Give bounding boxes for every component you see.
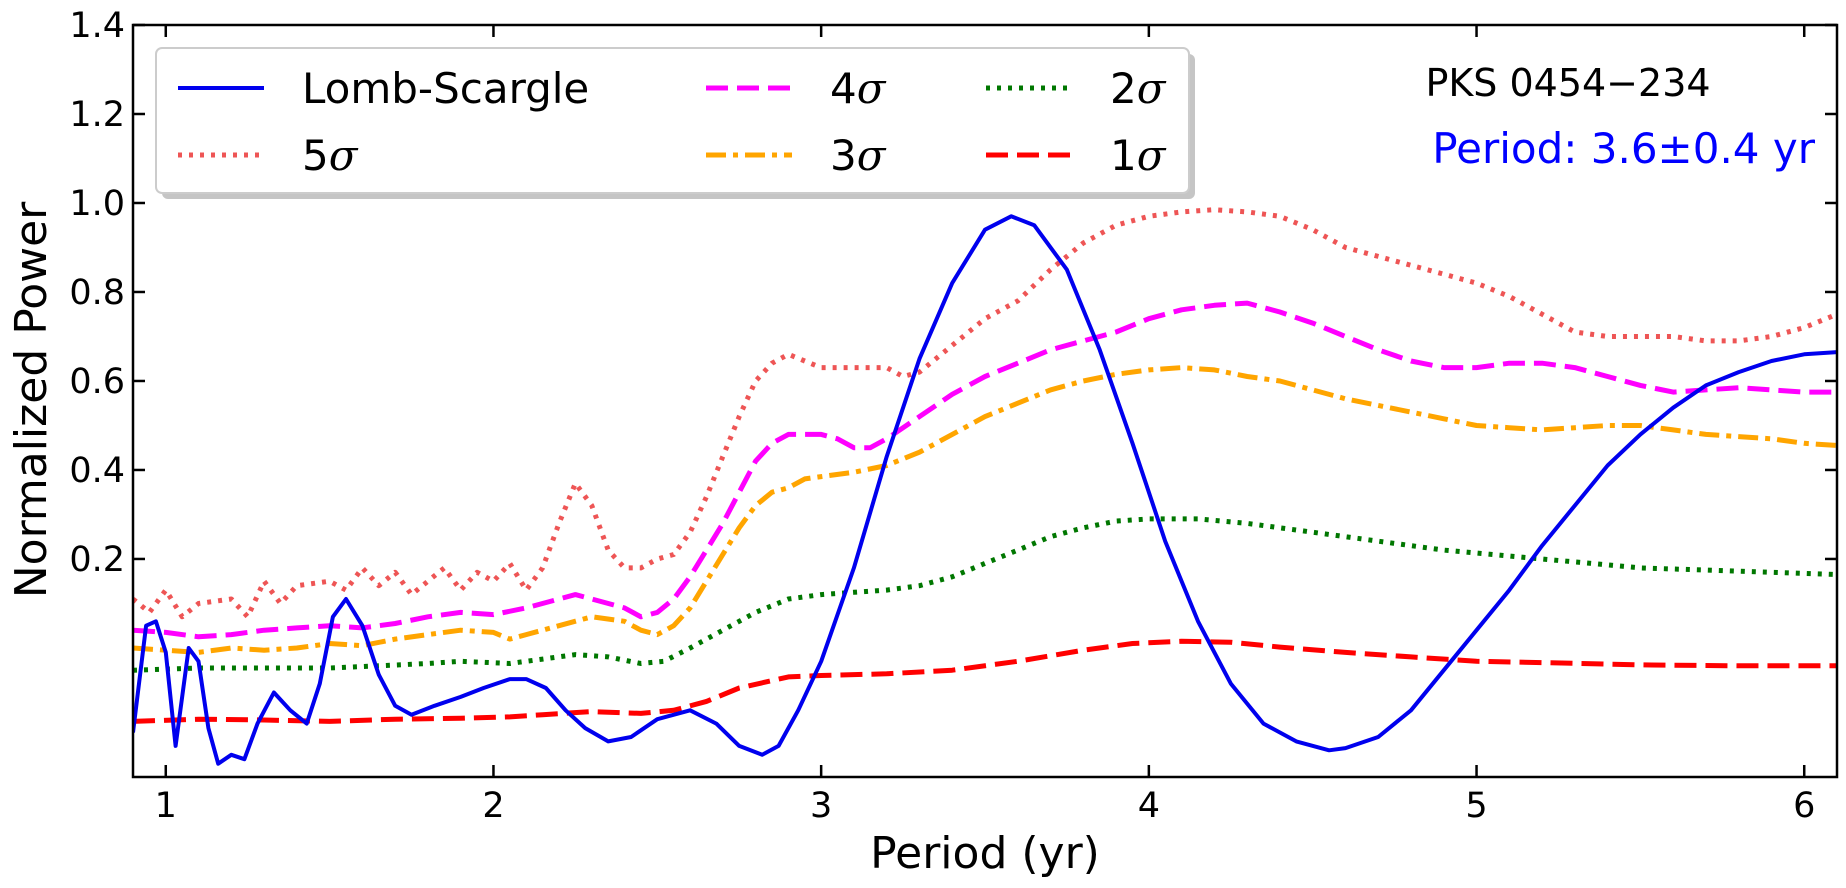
legend-label-1-sigma: 1σ [1110, 131, 1167, 180]
y-tick-label: 0.6 [69, 362, 125, 402]
y-tick-label: 1.4 [69, 6, 125, 46]
annotation-period: Period: 3.6±0.4 yr [1432, 124, 1815, 173]
legend-box [155, 47, 1190, 194]
y-axis-title: Normalized Power [6, 201, 57, 598]
x-tick-label: 2 [482, 786, 504, 826]
x-axis-title: Period (yr) [870, 828, 1100, 879]
legend-label-4-sigma: 4σ [830, 64, 887, 113]
x-tick-label: 5 [1465, 786, 1487, 826]
legend-label-lomb-scargle: Lomb-Scargle [302, 64, 589, 113]
series-line-4-sigma [133, 300, 1837, 640]
x-tick-label: 4 [1138, 786, 1160, 826]
series-line-3-sigma [133, 365, 1837, 655]
x-tick-label: 6 [1793, 786, 1815, 826]
y-tick-label: 0.8 [69, 273, 125, 313]
legend-label-5-sigma: 5σ [302, 131, 359, 180]
annotation-source: PKS 0454−234 [1425, 61, 1710, 105]
series-line-2-sigma [133, 516, 1837, 673]
x-tick-label: 3 [810, 786, 832, 826]
plot-area [131, 23, 1839, 779]
series-line-1-sigma [133, 638, 1837, 724]
plot-frame [131, 23, 1839, 779]
ticks-layer: 1 2 3 4 5 6 0.2 0.4 0.6 0.8 1.0 1.2 1.4 [69, 6, 1837, 826]
legend-label-2-sigma: 2σ [1110, 64, 1167, 113]
x-tick-label: 1 [155, 786, 177, 826]
series-line-lomb-scargle [133, 214, 1837, 766]
legend: Lomb-Scargle 4σ 2σ 5σ 3σ 1σ [155, 47, 1195, 199]
series-layer [133, 207, 1837, 766]
y-tick-label: 1.2 [69, 95, 125, 135]
legend-label-3-sigma: 3σ [830, 131, 887, 180]
y-tick-label: 0.4 [69, 451, 125, 491]
series-line-5-sigma [133, 207, 1837, 620]
y-tick-label: 0.2 [69, 540, 125, 580]
y-tick-label: 1.0 [69, 184, 125, 224]
legend-items: Lomb-Scargle 4σ 2σ 5σ 3σ 1σ [178, 64, 1167, 180]
